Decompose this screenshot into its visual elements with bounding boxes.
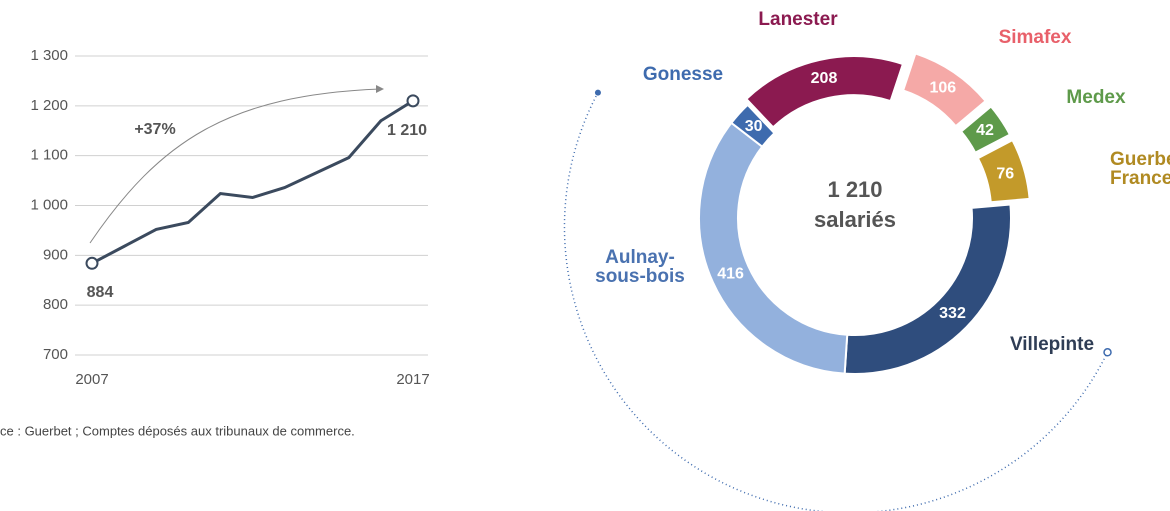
- end-point: [85, 256, 99, 270]
- x-tick-label: 2017: [396, 371, 429, 388]
- y-tick-label: 800: [43, 296, 68, 313]
- y-tick-label: 1 200: [30, 97, 68, 114]
- x-tick-label: 2007: [75, 371, 108, 388]
- value-label: 30: [745, 118, 763, 135]
- value-label: 208: [811, 70, 838, 87]
- value-label: 76: [996, 165, 1014, 182]
- category-label: Lanester: [758, 9, 838, 30]
- donut-segment: [959, 105, 1012, 155]
- value-label: 332: [939, 305, 966, 322]
- value-label: 106: [930, 80, 957, 97]
- annotation: 884: [87, 284, 114, 301]
- donut-segment: [901, 52, 988, 128]
- donut-segment: [976, 138, 1031, 204]
- category-label: Medex: [1066, 87, 1126, 108]
- category-label: Guerbet France: [1110, 149, 1170, 189]
- end-point: [406, 94, 420, 108]
- line: [91, 99, 414, 265]
- annotation: +37%: [134, 121, 175, 138]
- dotted-arc: [563, 92, 1109, 511]
- category-label: Villepinte: [1009, 334, 1095, 355]
- y-tick-label: 1 300: [30, 47, 68, 64]
- annotation: 1 210: [387, 122, 427, 139]
- y-tick-label: 700: [43, 346, 68, 363]
- donut-segment: [729, 103, 776, 149]
- category-label: Gonesse: [642, 64, 724, 85]
- arrow-head: [376, 85, 384, 93]
- category-label: Aulnay- sous-bois: [595, 247, 685, 287]
- trend-arrow: [89, 88, 381, 244]
- value-label: 42: [976, 122, 994, 139]
- arc-end: [1103, 348, 1112, 357]
- y-tick-label: 1 000: [30, 196, 68, 213]
- arc-end: [594, 89, 601, 96]
- y-tick-label: 1 100: [30, 147, 68, 164]
- source: ce : Guerbet ; Comptes déposés aux tribu…: [0, 423, 355, 438]
- y-tick-label: 900: [43, 246, 68, 263]
- donut-segment: [698, 121, 849, 375]
- value-label: 416: [717, 265, 744, 282]
- category-label: Simafex: [998, 27, 1072, 48]
- center-text: salariés: [814, 207, 896, 232]
- donut-segment: [744, 55, 905, 129]
- center-text: 1 210: [827, 177, 882, 202]
